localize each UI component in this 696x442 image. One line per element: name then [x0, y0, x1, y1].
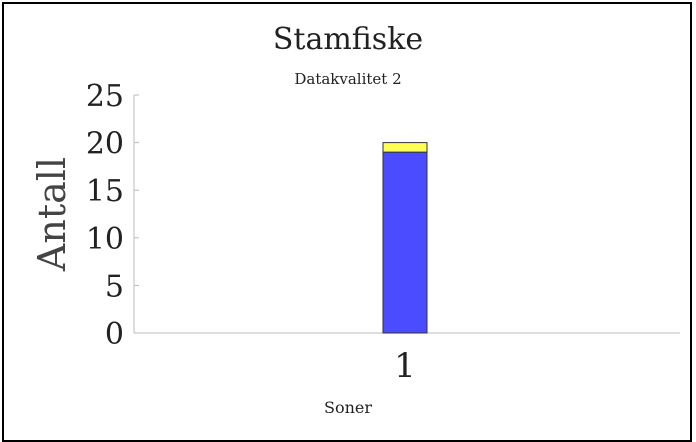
y-tick-label: 20	[86, 127, 124, 162]
x-tick-label: 1	[394, 346, 416, 386]
plot-area: 0 5 10 15 20 25 1	[86, 79, 680, 386]
y-tick-label: 0	[105, 317, 124, 352]
chart-title: Stamfiske	[272, 22, 424, 57]
y-tick-label: 10	[86, 222, 124, 257]
y-tick-label: 15	[86, 174, 124, 209]
y-tick-label: 25	[86, 79, 124, 114]
chart-subtitle: Datakvalitet 2	[294, 70, 402, 88]
bar-segment	[382, 142, 428, 153]
y-tick-label: 5	[105, 269, 124, 304]
bar-segment	[382, 151, 428, 334]
x-axis-label: Soner	[323, 398, 372, 417]
